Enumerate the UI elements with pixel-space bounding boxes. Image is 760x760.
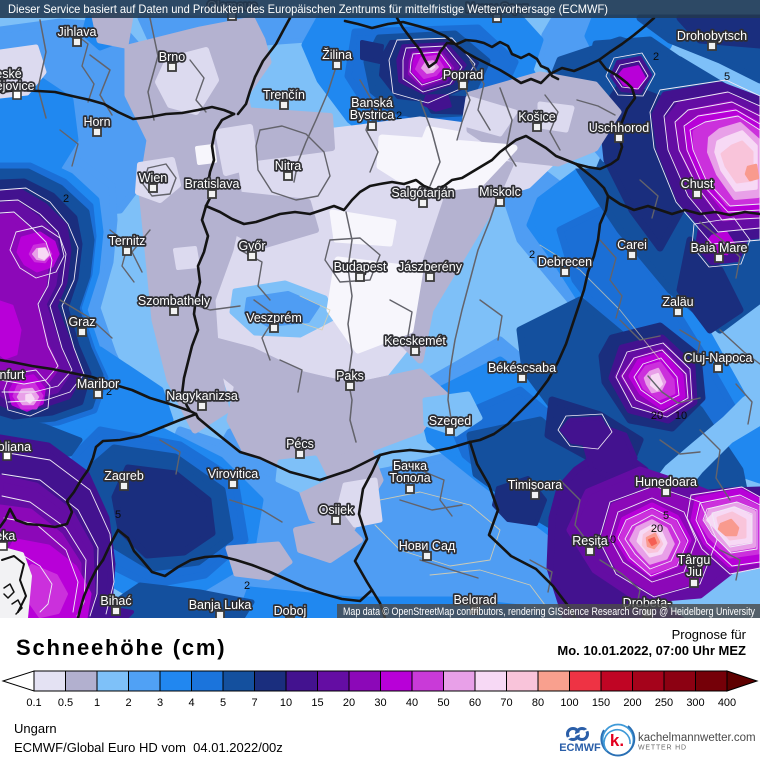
- svg-text:Jihlava: Jihlava: [58, 25, 97, 39]
- svg-text:50: 50: [437, 697, 449, 709]
- svg-text:30: 30: [374, 697, 386, 709]
- svg-text:Zaläu: Zaläu: [662, 295, 693, 309]
- svg-text:5: 5: [220, 697, 226, 709]
- svg-text:Timişoara: Timişoara: [508, 478, 562, 492]
- svg-text:3: 3: [157, 697, 163, 709]
- svg-text:Baia Mare: Baia Mare: [691, 241, 748, 255]
- svg-text:Cluj-Napoca: Cluj-Napoca: [684, 351, 753, 365]
- svg-text:0.5: 0.5: [58, 697, 73, 709]
- svg-text:2: 2: [653, 51, 659, 63]
- svg-text:Budějovice: Budějovice: [0, 79, 35, 93]
- svg-text:1: 1: [94, 697, 100, 709]
- svg-text:400: 400: [718, 697, 736, 709]
- svg-text:Bratislava: Bratislava: [185, 177, 240, 191]
- svg-text:Veszprém: Veszprém: [246, 311, 302, 325]
- svg-text:Jászberény: Jászberény: [398, 260, 463, 274]
- svg-text:Pécs: Pécs: [286, 437, 314, 451]
- svg-text:České: České: [0, 66, 22, 81]
- svg-text:k.: k.: [610, 731, 624, 750]
- svg-text:Békéscsaba: Békéscsaba: [488, 361, 556, 375]
- svg-text:20: 20: [651, 410, 663, 422]
- svg-text:5: 5: [663, 510, 669, 522]
- svg-text:20: 20: [651, 523, 663, 535]
- svg-text:20: 20: [343, 697, 355, 709]
- svg-text:Nagykanizsa: Nagykanizsa: [166, 389, 238, 403]
- svg-text:70: 70: [500, 697, 512, 709]
- svg-text:7: 7: [251, 697, 257, 709]
- svg-text:200: 200: [623, 697, 641, 709]
- svg-text:kachelmannwetter.com: kachelmannwetter.com: [638, 732, 756, 744]
- svg-text:Doboj: Doboj: [274, 604, 307, 618]
- svg-text:Map data © OpenStreetMap contr: Map data © OpenStreetMap contributors, r…: [343, 606, 755, 618]
- svg-text:Miskolc: Miskolc: [479, 185, 521, 199]
- svg-text:Szeged: Szeged: [429, 414, 471, 428]
- svg-text:15: 15: [311, 697, 323, 709]
- svg-text:Maribor: Maribor: [77, 377, 119, 391]
- svg-text:10: 10: [604, 534, 616, 546]
- svg-text:Graz: Graz: [68, 315, 95, 329]
- svg-text:Trenčín: Trenčín: [263, 88, 305, 102]
- svg-text:Budapest: Budapest: [334, 260, 387, 274]
- svg-text:Târgu: Târgu: [678, 553, 711, 567]
- svg-text:4: 4: [188, 697, 194, 709]
- svg-text:10: 10: [675, 410, 687, 422]
- svg-text:Klagenfurt: Klagenfurt: [0, 368, 25, 382]
- svg-text:Brno: Brno: [159, 50, 185, 64]
- svg-text:Debrecen: Debrecen: [538, 255, 592, 269]
- svg-text:Нови Сад: Нови Сад: [399, 539, 456, 553]
- svg-text:0.1: 0.1: [26, 697, 41, 709]
- svg-text:Bystrica: Bystrica: [350, 108, 395, 122]
- svg-text:80: 80: [532, 697, 544, 709]
- svg-text:Banja Luka: Banja Luka: [189, 598, 252, 612]
- svg-text:Carei: Carei: [617, 238, 647, 252]
- svg-text:2: 2: [529, 249, 535, 261]
- svg-text:Dieser Service basiert auf Dat: Dieser Service basiert auf Daten und Pro…: [8, 2, 608, 16]
- svg-text:Osijek: Osijek: [319, 503, 354, 517]
- svg-text:100: 100: [560, 697, 578, 709]
- svg-text:Nitra: Nitra: [275, 159, 301, 173]
- svg-text:Bihać: Bihać: [100, 594, 131, 608]
- svg-text:Szombathely: Szombathely: [138, 294, 211, 308]
- svg-text:Virovitica: Virovitica: [208, 467, 259, 481]
- svg-text:300: 300: [686, 697, 704, 709]
- svg-text:5: 5: [115, 509, 121, 521]
- svg-text:Poprad: Poprad: [443, 68, 483, 82]
- svg-text:WETTER HD: WETTER HD: [638, 745, 687, 752]
- svg-text:Reşiţa: Reşiţa: [572, 534, 607, 548]
- svg-text:Rijeka: Rijeka: [0, 529, 15, 543]
- svg-text:Wien: Wien: [139, 171, 168, 185]
- svg-text:Žilina: Žilina: [322, 47, 352, 62]
- svg-text:ECMWF: ECMWF: [559, 742, 601, 754]
- svg-text:Győr: Győr: [238, 239, 265, 253]
- svg-text:Ternitz: Ternitz: [109, 234, 146, 248]
- svg-text:40: 40: [406, 697, 418, 709]
- svg-text:Salgótarján: Salgótarján: [391, 186, 454, 200]
- svg-text:Banská: Banská: [351, 96, 393, 110]
- svg-text:10: 10: [280, 697, 292, 709]
- svg-text:Zagreb: Zagreb: [104, 469, 144, 483]
- svg-text:Košice: Košice: [518, 110, 556, 124]
- svg-text:Paks: Paks: [336, 369, 364, 383]
- svg-text:Kecskemét: Kecskemét: [384, 334, 446, 348]
- svg-text:Топола: Топола: [389, 471, 430, 485]
- svg-text:Chust: Chust: [681, 177, 714, 191]
- svg-text:250: 250: [655, 697, 673, 709]
- svg-text:60: 60: [469, 697, 481, 709]
- svg-text:Horn: Horn: [83, 115, 110, 129]
- svg-text:Jiu: Jiu: [686, 565, 702, 579]
- svg-text:2: 2: [125, 697, 131, 709]
- svg-text:Uschhorod: Uschhorod: [589, 121, 649, 135]
- svg-text:2: 2: [63, 193, 69, 205]
- svg-text:2: 2: [396, 110, 402, 122]
- svg-text:2: 2: [244, 580, 250, 592]
- svg-text:150: 150: [592, 697, 610, 709]
- svg-text:Hunedoara: Hunedoara: [635, 475, 697, 489]
- svg-text:5: 5: [724, 71, 730, 83]
- svg-text:Drohobytsch: Drohobytsch: [677, 29, 747, 43]
- svg-text:Бачка: Бачка: [393, 459, 427, 473]
- svg-text:2: 2: [106, 386, 112, 398]
